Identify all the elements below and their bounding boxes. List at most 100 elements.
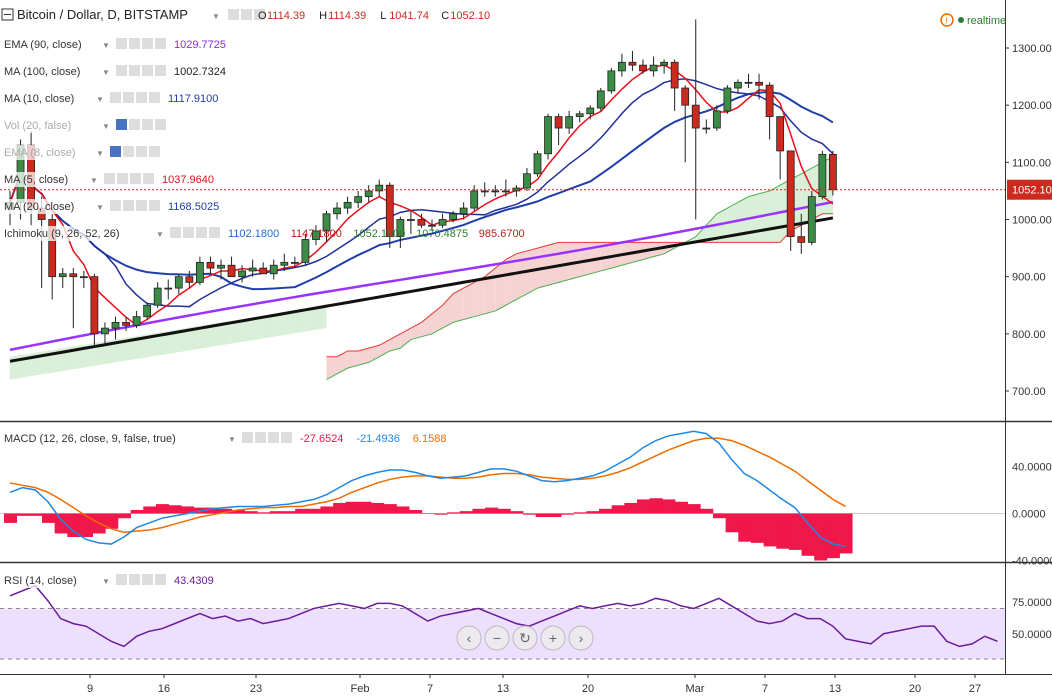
gear-icon[interactable] (129, 574, 140, 585)
legend-dropdown-icon[interactable]: ▼ (102, 68, 110, 77)
candle-body[interactable] (396, 219, 405, 238)
indicator-legend-row[interactable]: MA (100, close) ▼ 1002.7324 (0, 64, 226, 79)
candle-body[interactable] (417, 219, 426, 226)
candle-body[interactable] (333, 207, 341, 215)
candle-body[interactable] (132, 316, 141, 326)
candle-body[interactable] (185, 276, 194, 283)
plus-icon[interactable] (136, 200, 147, 211)
candle-body[interactable] (101, 327, 109, 335)
candle-body[interactable] (269, 264, 278, 275)
candle-body[interactable] (58, 273, 67, 278)
plus-icon[interactable] (142, 119, 153, 130)
gear-icon[interactable] (123, 146, 134, 157)
candle-body[interactable] (48, 219, 57, 278)
candle-body[interactable] (618, 61, 626, 72)
candle-body[interactable] (301, 239, 310, 263)
indicator-legend-row[interactable]: Ichimoku (9, 26, 52, 26) ▼ 1102.1800 1147.1… (0, 226, 525, 241)
legend-dropdown-icon[interactable]: ▼ (102, 41, 110, 50)
candle-body[interactable] (238, 270, 247, 278)
chevron-right-button[interactable] (568, 625, 594, 651)
candle-body[interactable] (406, 219, 415, 221)
candle-body[interactable] (90, 276, 99, 335)
eye-icon[interactable] (116, 119, 127, 130)
reset-button[interactable] (512, 625, 538, 651)
candle-body[interactable] (607, 70, 616, 92)
candle-body[interactable] (280, 261, 289, 266)
plus-icon[interactable] (142, 38, 153, 49)
candle-body[interactable] (312, 230, 320, 240)
candle-body[interactable] (797, 236, 806, 243)
eye-icon[interactable] (116, 65, 127, 76)
plus-icon[interactable] (268, 432, 279, 443)
close-icon[interactable] (149, 146, 160, 157)
plus-icon[interactable] (136, 92, 147, 103)
candle-body[interactable] (670, 61, 679, 89)
candle-body[interactable] (628, 61, 637, 66)
eye-icon[interactable] (104, 173, 115, 184)
legend-dropdown-icon[interactable]: ▼ (228, 435, 236, 444)
candle-body[interactable] (195, 261, 204, 283)
candle-body[interactable] (723, 87, 732, 112)
close-icon[interactable] (155, 38, 166, 49)
candle-body[interactable] (385, 184, 394, 238)
gear-icon[interactable] (123, 200, 134, 211)
alert-icon[interactable] (940, 13, 954, 27)
close-icon[interactable] (155, 574, 166, 585)
close-icon[interactable] (281, 432, 292, 443)
candle-body[interactable] (343, 201, 352, 209)
close-icon[interactable] (209, 227, 220, 238)
close-icon[interactable] (143, 173, 154, 184)
gear-icon[interactable] (129, 38, 140, 49)
plus-icon[interactable] (130, 173, 141, 184)
candle-body[interactable] (122, 321, 130, 326)
candle-body[interactable] (639, 64, 647, 72)
candle-body[interactable] (660, 61, 668, 66)
indicator-legend-row[interactable]: EMA (8, close) ▼ (0, 145, 160, 160)
candle-body[interactable] (79, 276, 88, 279)
close-icon[interactable] (155, 119, 166, 130)
candle-body[interactable] (143, 304, 152, 318)
legend-dropdown-icon[interactable]: ▼ (102, 122, 110, 131)
gear-icon[interactable] (255, 432, 266, 443)
chevron-left-button[interactable] (456, 625, 482, 651)
eye-icon[interactable] (110, 146, 121, 157)
candle-body[interactable] (829, 153, 837, 191)
candle-body[interactable] (776, 116, 785, 152)
gear-icon[interactable] (129, 65, 140, 76)
candle-body[interactable] (533, 153, 542, 175)
legend-dropdown-icon[interactable]: ▼ (96, 203, 104, 212)
close-icon[interactable] (149, 92, 160, 103)
eye-icon[interactable] (170, 227, 181, 238)
candle-body[interactable] (596, 90, 605, 109)
gear-icon[interactable] (183, 227, 194, 238)
candle-body[interactable] (702, 127, 711, 130)
candle-body[interactable] (248, 267, 257, 272)
close-icon[interactable] (149, 200, 160, 211)
candle-body[interactable] (586, 107, 595, 115)
eye-icon[interactable] (110, 200, 121, 211)
gear-icon[interactable] (241, 9, 252, 20)
symbol-dropdown-icon[interactable]: ▼ (212, 12, 220, 21)
indicator-legend-row[interactable]: MA (5, close) ▼ 1037.9640 (0, 172, 214, 187)
candle-body[interactable] (565, 116, 574, 129)
candle-body[interactable] (681, 87, 690, 106)
candle-body[interactable] (174, 276, 183, 289)
candle-body[interactable] (712, 110, 721, 129)
indicator-legend-row[interactable]: Vol (20, false) ▼ (0, 118, 166, 133)
candle-body[interactable] (111, 321, 120, 329)
indicator-legend-row[interactable]: EMA (90, close) ▼ 1029.7725 (0, 37, 226, 52)
candle-body[interactable] (375, 184, 384, 192)
candle-body[interactable] (164, 287, 173, 290)
collapse-icon[interactable] (1, 8, 14, 21)
candle-body[interactable] (322, 213, 331, 232)
macd-legend-row[interactable]: MACD (12, 26, close, 9, false, true) ▼ -27… (0, 431, 446, 446)
minus-button[interactable] (484, 625, 510, 651)
candle-body[interactable] (807, 196, 816, 243)
legend-dropdown-icon[interactable]: ▼ (90, 176, 98, 185)
candle-body[interactable] (554, 116, 563, 129)
candle-body[interactable] (691, 104, 700, 129)
indicator-legend-row[interactable]: MA (20, close) ▼ 1168.5025 (0, 199, 219, 214)
gear-icon[interactable] (117, 173, 128, 184)
candle-body[interactable] (153, 287, 162, 306)
candle-body[interactable] (480, 190, 489, 193)
